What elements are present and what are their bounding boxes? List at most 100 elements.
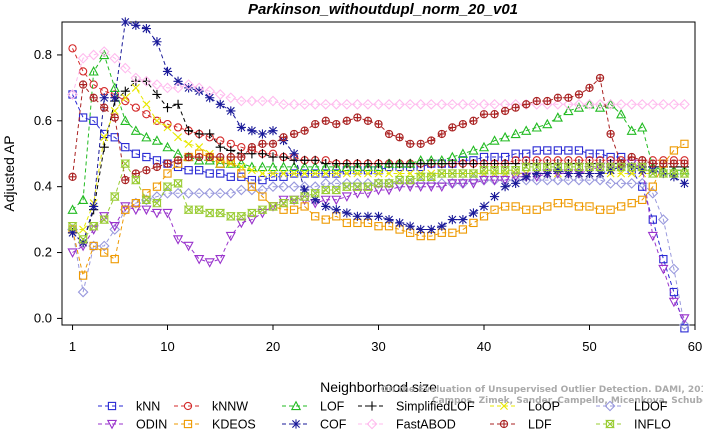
data-point-inflo — [341, 182, 352, 191]
data-point-ldf — [490, 110, 499, 119]
data-point-loop — [174, 133, 183, 142]
legend-marker — [604, 400, 616, 412]
data-point-loop — [627, 169, 636, 178]
data-point-loop — [269, 169, 277, 178]
data-point-knn — [659, 254, 668, 264]
data-point-loop — [195, 143, 204, 152]
data-point-ldf — [353, 113, 362, 122]
data-point-odin — [436, 182, 447, 193]
data-point-loop — [385, 169, 394, 178]
data-point-fastabod — [478, 98, 490, 110]
data-point-ldof — [636, 178, 648, 189]
data-point-lof — [320, 161, 331, 172]
data-point-ldf — [163, 159, 172, 168]
legend-item-odin: ODIN — [98, 418, 167, 432]
data-point-fastabod — [446, 98, 458, 110]
credit-line-2: Campos, Zimek, Sander, Campello, Micenko… — [432, 396, 703, 406]
data-point-simplifiedlof — [458, 159, 468, 169]
data-point-inflo — [658, 169, 669, 178]
data-point-inflo — [109, 192, 120, 201]
data-point-simplifiedlof — [447, 159, 457, 169]
data-point-lof — [267, 161, 279, 172]
x-tick-label: 1 — [69, 339, 76, 354]
data-point-simplifiedlof — [437, 159, 447, 169]
data-point-odin — [468, 179, 479, 189]
data-point-inflo — [584, 162, 595, 172]
data-point-inflo — [436, 169, 447, 178]
data-point-cof — [521, 172, 531, 182]
data-point-ldof — [214, 187, 226, 199]
legend-marker — [290, 400, 302, 411]
legend-label: kNNW — [212, 400, 248, 414]
data-point-loop — [79, 225, 88, 234]
data-point-fastabod — [657, 98, 669, 110]
data-point-lof — [278, 161, 289, 172]
data-point-odin — [109, 222, 120, 232]
credit-line-1: On the Evaluation of Unsupervised Outlie… — [381, 385, 703, 395]
y-axis-label: Adjusted AP — [1, 135, 17, 211]
data-point-ldf — [78, 80, 88, 89]
data-point-cof — [352, 211, 362, 221]
data-point-ldf — [532, 96, 541, 106]
legend-marker — [367, 401, 377, 411]
data-point-ldof — [278, 181, 289, 193]
data-point-ldof — [98, 240, 110, 252]
data-point-cof — [194, 86, 204, 96]
data-point-cof — [247, 126, 257, 136]
data-point-fastabod — [309, 98, 321, 110]
y-tick-label: 0.4 — [34, 179, 52, 194]
data-point-knnw — [131, 103, 140, 112]
data-point-loop — [290, 169, 299, 178]
data-point-lof — [362, 161, 374, 172]
data-point-knn — [142, 152, 151, 162]
legend-item-kdeos: KDEOS — [174, 418, 256, 432]
legend-label: ODIN — [136, 418, 167, 432]
data-point-cof — [574, 168, 584, 179]
data-point-ldof — [257, 184, 268, 196]
data-point-kdeos — [458, 225, 468, 234]
data-point-lof — [151, 135, 163, 145]
data-point-fastabod — [668, 98, 680, 110]
data-point-odin — [67, 248, 78, 258]
data-point-cof — [120, 17, 130, 27]
data-point-ldof — [679, 319, 690, 331]
legend: kNN kNNW LOF SimplifiedLOF LoOP LDOF ODIN KDEOS… — [98, 400, 671, 432]
data-point-lof — [67, 204, 78, 214]
series-loop — [68, 83, 689, 234]
data-point-fastabod — [204, 85, 216, 97]
data-point-odin — [99, 212, 110, 222]
series-odin — [67, 159, 690, 324]
x-tick-label: 40 — [477, 339, 491, 354]
data-point-ldof — [605, 178, 616, 189]
data-point-lof — [373, 161, 384, 172]
data-point-inflo — [363, 182, 373, 191]
data-point-inflo — [225, 212, 236, 221]
data-point-kdeos — [279, 205, 288, 214]
data-point-ldf — [585, 83, 594, 93]
data-point-kdeos — [110, 254, 119, 264]
data-point-ldf — [595, 73, 605, 83]
data-point-knnw — [89, 80, 98, 89]
chart-title: Parkinson_withoutdupl_norm_20_v01 — [248, 1, 518, 18]
data-point-inflo — [310, 189, 321, 198]
data-point-odin — [341, 192, 352, 202]
data-point-simplifiedlof — [194, 129, 204, 139]
data-point-ldof — [204, 187, 216, 199]
data-point-odin — [130, 205, 141, 216]
data-point-inflo — [278, 198, 289, 208]
x-tick-label: 20 — [266, 339, 280, 354]
data-point-cof — [384, 215, 394, 225]
data-point-fastabod — [225, 92, 237, 104]
data-point-inflo — [289, 195, 300, 204]
data-point-knn — [553, 146, 562, 155]
data-point-ldof — [162, 187, 173, 199]
data-point-kdeos — [342, 218, 351, 228]
data-point-kdeos — [321, 215, 330, 224]
data-point-knn — [532, 146, 541, 155]
data-point-loop — [279, 169, 288, 178]
series-knnw — [68, 44, 689, 168]
data-point-cof — [236, 122, 246, 132]
data-point-lof — [616, 108, 627, 119]
data-point-ldf — [89, 93, 98, 102]
data-point-ldf — [553, 93, 563, 102]
